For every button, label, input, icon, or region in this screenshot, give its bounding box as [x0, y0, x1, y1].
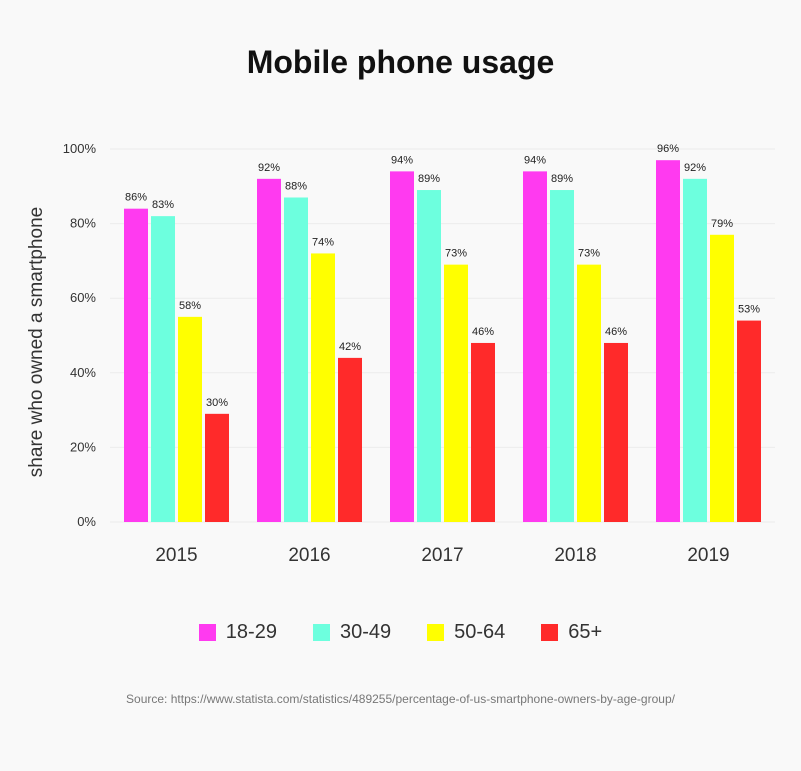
legend-item: 18-29	[198, 621, 277, 644]
bar-65+-2018	[604, 342, 628, 522]
y-tick-label: 60%	[70, 290, 96, 305]
data-label: 89%	[418, 173, 440, 185]
bar-50-64-2016	[311, 253, 335, 522]
y-axis-ticks: 0% 20% 40% 60% 80% 100%	[63, 141, 97, 529]
x-tick-label: 2016	[288, 545, 330, 566]
legend-swatch	[198, 624, 216, 641]
source-note: Source: https://www.statista.com/statist…	[126, 692, 675, 706]
bar-18-29-2015	[124, 208, 148, 522]
y-tick-label: 80%	[70, 216, 96, 231]
data-label: 83%	[152, 199, 174, 211]
data-label: 88%	[285, 180, 307, 192]
data-label: 46%	[472, 326, 494, 338]
data-label: 30%	[206, 397, 228, 409]
legend-item: 65+	[541, 621, 602, 644]
bar-30-49-2017	[417, 190, 441, 522]
x-tick-label: 2015	[155, 545, 197, 566]
bars	[124, 160, 761, 523]
legend-item: 30-49	[312, 621, 392, 644]
y-tick-label: 0%	[77, 514, 96, 529]
legend-label: 30-49	[339, 621, 392, 643]
bar-18-29-2019	[656, 160, 680, 522]
bar-50-64-2015	[178, 316, 202, 522]
x-tick-label: 2018	[554, 545, 596, 566]
chart-title: Mobile phone usage	[246, 44, 555, 80]
data-label: 86%	[125, 192, 147, 204]
bar-18-29-2017	[390, 171, 414, 522]
y-tick-label: 20%	[70, 439, 96, 454]
data-label: 73%	[445, 248, 467, 260]
legend-swatch	[312, 624, 330, 641]
bar-65+-2015	[205, 413, 229, 522]
data-label: 73%	[578, 248, 600, 260]
data-label: 92%	[258, 162, 280, 174]
legend-swatch	[541, 624, 559, 641]
legend-label: 65+	[568, 621, 603, 643]
data-label: 74%	[312, 236, 334, 248]
bar-30-49-2015	[151, 216, 175, 522]
bar-50-64-2019	[710, 234, 734, 523]
data-label: 46%	[605, 326, 627, 338]
y-tick-label: 100%	[63, 141, 97, 156]
y-tick-label: 40%	[70, 365, 96, 380]
legend-swatch	[427, 624, 445, 641]
data-label: 94%	[524, 154, 546, 166]
data-label: 92%	[684, 162, 706, 174]
bar-65+-2017	[471, 342, 495, 522]
data-label: 42%	[339, 341, 361, 353]
legend-label: 18-29	[225, 621, 277, 643]
x-tick-label: 2017	[421, 545, 463, 566]
x-tick-label: 2019	[687, 545, 729, 566]
bar-65+-2019	[737, 320, 761, 522]
bar-65+-2016	[338, 357, 362, 522]
legend: 18-29 30-49 50-64 65+	[0, 621, 801, 644]
legend-item: 50-64	[427, 621, 505, 644]
legend-label: 50-64	[454, 621, 506, 643]
data-label: 53%	[738, 304, 760, 316]
data-label: 89%	[551, 173, 573, 185]
data-label: 58%	[179, 300, 201, 312]
data-label: 94%	[391, 154, 413, 166]
data-label: 79%	[711, 218, 733, 230]
bar-30-49-2019	[683, 178, 707, 522]
bar-18-29-2016	[257, 178, 281, 522]
bar-18-29-2018	[523, 171, 547, 522]
x-axis-ticks: 2015 2016 2017 2018 2019	[155, 545, 729, 566]
y-axis-title: share who owned a smartphone	[26, 207, 47, 477]
bar-50-64-2018	[577, 264, 601, 522]
bar-50-64-2017	[444, 264, 468, 522]
bar-30-49-2016	[284, 197, 308, 523]
bar-30-49-2018	[550, 190, 574, 522]
data-labels: 86% 83% 58% 30% 92% 88% 74% 42% 94% 89% 73% 46% 94% 8…	[125, 143, 760, 409]
data-label: 96%	[657, 143, 679, 155]
